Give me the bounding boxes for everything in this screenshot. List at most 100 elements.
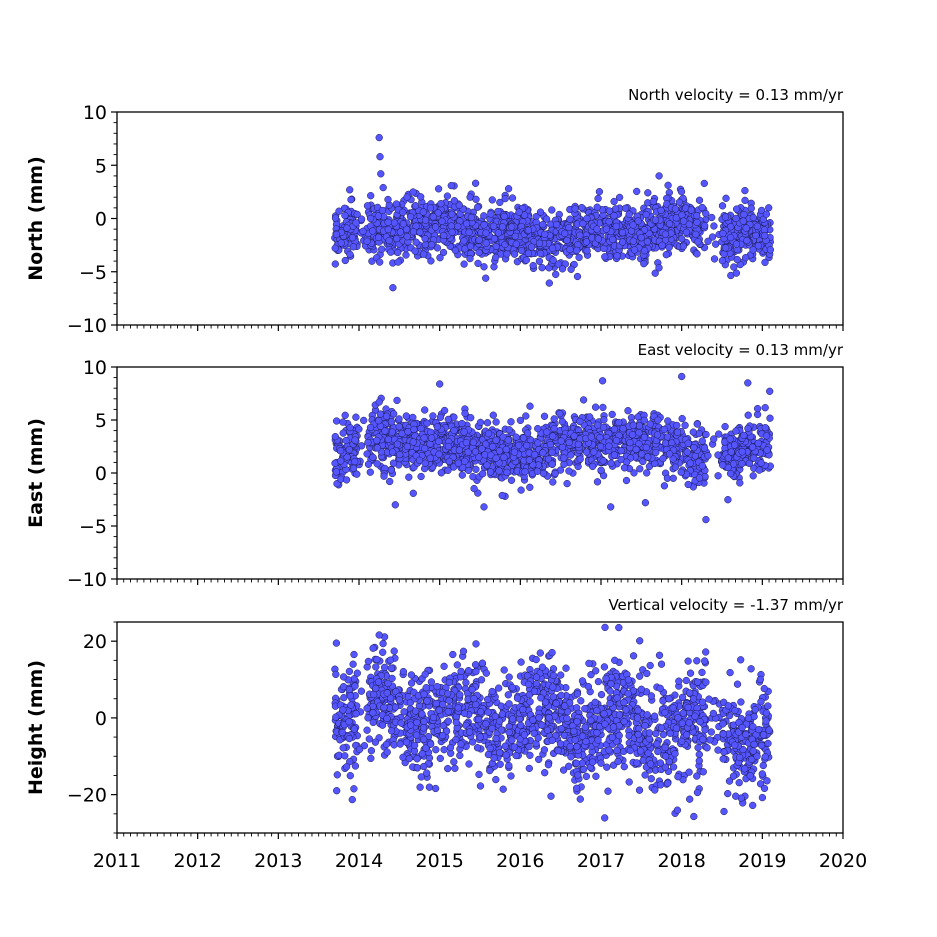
data-point	[548, 460, 556, 468]
data-point	[577, 697, 585, 705]
data-point	[436, 754, 444, 763]
data-point	[427, 241, 436, 249]
data-point	[388, 448, 397, 456]
data-point	[376, 153, 384, 161]
data-point	[548, 448, 556, 456]
data-point	[469, 438, 478, 446]
data-point	[761, 404, 769, 412]
data-point	[618, 238, 627, 246]
data-point	[732, 240, 741, 248]
data-point	[391, 501, 399, 509]
data-point	[409, 228, 418, 236]
data-point	[761, 258, 769, 267]
data-point	[385, 236, 393, 245]
data-point	[472, 195, 480, 203]
data-point	[386, 477, 394, 486]
data-point	[620, 763, 628, 771]
data-point	[583, 247, 591, 255]
data-point	[409, 413, 417, 422]
data-point	[682, 676, 690, 685]
data-point	[375, 398, 383, 406]
data-point	[363, 237, 371, 245]
data-point	[677, 188, 686, 196]
data-point	[646, 420, 654, 428]
data-point	[437, 200, 445, 208]
data-point	[517, 721, 525, 729]
data-point	[490, 754, 498, 762]
data-point	[450, 197, 459, 205]
data-point	[592, 772, 600, 780]
data-point	[570, 432, 578, 440]
data-point	[582, 238, 591, 246]
data-point	[748, 443, 757, 451]
data-point	[444, 442, 453, 451]
data-point	[336, 447, 345, 455]
data-point	[729, 460, 738, 468]
data-point	[458, 419, 466, 428]
data-point	[355, 425, 363, 433]
data-point	[417, 773, 425, 781]
data-point	[737, 656, 745, 664]
data-point	[613, 252, 621, 260]
data-point	[693, 420, 701, 428]
data-point	[492, 454, 500, 462]
data-point	[332, 468, 341, 476]
data-point	[608, 410, 616, 419]
data-point	[455, 446, 464, 454]
data-point	[478, 659, 487, 667]
data-point	[652, 448, 660, 457]
data-point	[753, 404, 762, 413]
data-point	[630, 246, 639, 254]
data-point	[490, 263, 498, 271]
data-point	[416, 783, 424, 791]
data-point	[562, 664, 570, 672]
data-point	[510, 448, 519, 456]
data-point	[693, 772, 701, 780]
data-point	[727, 223, 735, 231]
data-point	[540, 746, 549, 754]
data-point	[753, 222, 761, 230]
data-point	[522, 412, 530, 420]
data-point	[660, 482, 669, 490]
data-point	[421, 216, 430, 224]
data-point	[416, 228, 424, 236]
data-point	[739, 217, 747, 225]
data-point	[482, 239, 490, 247]
data-point	[633, 187, 641, 196]
data-point	[390, 741, 398, 749]
data-point	[490, 235, 499, 243]
data-point	[738, 448, 746, 456]
data-point	[419, 208, 427, 216]
data-point	[549, 432, 557, 440]
data-point	[343, 224, 351, 232]
data-point	[548, 206, 556, 214]
data-point	[373, 444, 382, 452]
data-point	[660, 425, 668, 434]
data-point	[402, 251, 410, 259]
data-point	[725, 777, 734, 785]
data-point	[507, 772, 515, 780]
data-point	[346, 423, 354, 432]
data-point	[596, 442, 605, 451]
data-point	[757, 206, 766, 215]
data-point	[636, 465, 644, 473]
data-point	[540, 412, 549, 420]
data-point	[607, 503, 615, 511]
data-point	[353, 669, 361, 677]
data-point	[462, 438, 471, 447]
data-point	[527, 243, 536, 251]
data-point	[643, 669, 651, 678]
data-point	[504, 436, 512, 444]
data-point	[571, 205, 579, 213]
data-point	[487, 210, 495, 218]
data-point	[461, 409, 469, 418]
data-point	[415, 456, 424, 464]
data-point	[526, 402, 534, 410]
data-point	[387, 466, 395, 474]
data-point	[331, 432, 339, 441]
data-point	[738, 460, 746, 468]
data-point	[758, 793, 767, 802]
data-point	[482, 440, 490, 448]
data-point	[508, 223, 516, 231]
data-point	[718, 202, 727, 210]
